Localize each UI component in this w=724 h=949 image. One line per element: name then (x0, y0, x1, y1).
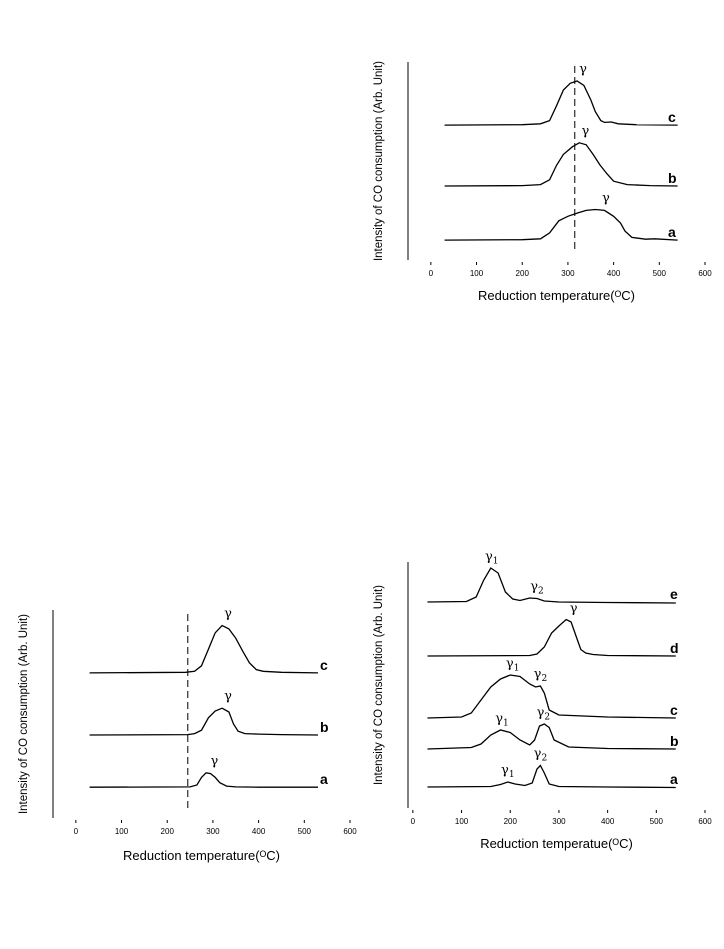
peak-label-a-2: γ2 (534, 747, 548, 764)
x-axis-label: Reduction temperature(ᴼC) (478, 288, 635, 303)
series-label-a: a (668, 224, 676, 240)
x-tick-label: 600 (698, 817, 712, 826)
x-tick-label: 500 (650, 817, 664, 826)
x-tick-label: 200 (516, 269, 530, 278)
peak-label-c: γ (224, 607, 232, 622)
peak-label-b: γ (224, 689, 232, 704)
chart-bottom-right: 0 100 200 300 400 500 600 Reduction temperatue(… (373, 550, 712, 851)
peak-label-b-1: γ1 (495, 711, 509, 728)
peak-label-b: γ (581, 124, 589, 139)
y-axis-label: Intensity of CO consumption (Arb. Unit) (18, 614, 30, 814)
x-tick-label: 300 (561, 269, 575, 278)
series-label-b: b (670, 733, 679, 749)
x-tick-label: 0 (429, 269, 434, 278)
series-label-d: d (670, 640, 679, 656)
x-tick-label: 100 (115, 827, 129, 836)
series-line-c (427, 674, 676, 719)
x-tick-label: 600 (698, 269, 712, 278)
series-line-a (427, 764, 676, 789)
peak-label-c: γ (579, 62, 587, 77)
x-tick-label: 100 (470, 269, 484, 278)
x-tick-label: 100 (455, 817, 469, 826)
x-tick-label: 500 (653, 269, 667, 278)
series-line-b (444, 142, 678, 187)
x-tick-label: 400 (252, 827, 266, 836)
peak-label-c-2: γ2 (534, 667, 548, 684)
series-line-d (427, 618, 676, 657)
chart-top-right: 0 100 200 300 400 500 600 Reduction temperature… (373, 61, 712, 303)
series-label-e: e (670, 586, 678, 602)
peak-label-e-1: γ1 (485, 550, 499, 567)
series-line-a (444, 208, 678, 241)
series-label-a: a (320, 771, 328, 787)
peak-label-c-1: γ1 (506, 656, 520, 673)
series-label-a: a (670, 771, 678, 787)
x-axis-label: Reduction temperatue(ᴼC) (480, 836, 633, 851)
series-line-a (89, 772, 318, 788)
x-tick-label: 400 (601, 817, 615, 826)
series-line-c (444, 80, 678, 126)
series-label-b: b (668, 170, 677, 186)
x-tick-label: 600 (343, 827, 357, 836)
y-axis-label: Intensity of CO consumption (Arb. Unit) (373, 585, 385, 785)
x-tick-label: 0 (411, 817, 416, 826)
x-tick-label: 300 (206, 827, 220, 836)
peak-label-a: γ (210, 754, 218, 769)
series-line-b (89, 707, 319, 736)
peak-label-a-1: γ1 (501, 763, 515, 780)
chart-bottom-left: 0 100 200 300 400 500 600 Reduction temperature… (18, 607, 357, 863)
x-axis-label: Reduction temperature(ᴼC) (123, 848, 280, 863)
peak-label-d: γ (570, 601, 578, 616)
series-label-b: b (320, 719, 329, 735)
x-tick-label: 200 (504, 817, 518, 826)
series-label-c: c (668, 109, 676, 125)
series-line-c (89, 624, 319, 674)
x-tick-label: 0 (74, 827, 79, 836)
peak-label-e-2: γ2 (530, 580, 544, 597)
series-line-b (427, 723, 676, 750)
series-label-c: c (670, 702, 678, 718)
x-tick-label: 400 (607, 269, 621, 278)
x-tick-label: 500 (298, 827, 312, 836)
series-label-c: c (320, 657, 328, 673)
y-axis-label: Intensity of CO consumption (Arb. Unit) (373, 61, 385, 261)
series-line-e (427, 567, 676, 604)
x-tick-label: 300 (552, 817, 566, 826)
x-tick-label: 200 (161, 827, 175, 836)
peak-label-a: γ (602, 191, 610, 206)
